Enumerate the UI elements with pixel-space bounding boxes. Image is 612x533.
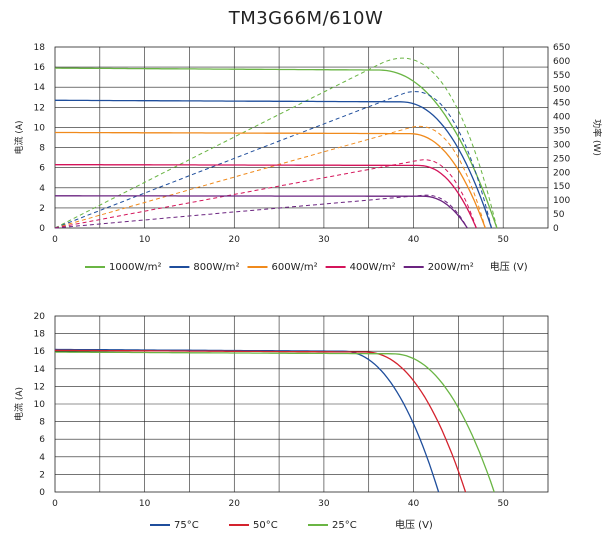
x-tick-label: 50 [497,499,509,509]
iv-curve-line [55,351,495,493]
pv-curve-line [54,194,468,229]
x-tick-label: 30 [318,499,330,509]
iv-curve-line [55,164,477,229]
y-tick-label: 4 [39,453,45,463]
y-tick-label: 16 [34,347,46,357]
x-tick-label: 10 [139,235,151,245]
y-tick-label: 18 [34,330,46,340]
iv-curve-line [55,67,498,229]
y2-tick-label: 150 [553,182,570,192]
y-tick-label: 12 [34,103,45,113]
x-tick-label: 0 [52,499,58,509]
pv-curve-line [54,125,486,229]
y2-tick-label: 550 [553,71,570,81]
iv-curve-line [55,131,486,229]
y-tick-label: 0 [39,224,45,234]
x-tick-label: 30 [318,235,330,245]
y-tick-label: 16 [34,63,46,73]
pv-curve-line [54,57,498,229]
legend-label: 600W/m² [272,262,318,273]
y-tick-label: 14 [34,365,46,375]
legend-label: 75°C [174,520,199,531]
y-tick-label: 0 [39,488,45,498]
iv-curve-line [54,348,440,493]
x-tick-label: 40 [408,499,420,509]
x-tick-label: 20 [229,235,241,245]
x-tick-label: 10 [139,499,151,509]
x-tick-label: 20 [229,499,241,509]
y-tick-label: 10 [34,123,46,133]
y2-tick-label: 100 [553,196,570,206]
y-tick-label: 8 [39,144,45,154]
legend-label: 25°C [332,520,357,531]
iv-curve-line [55,349,467,493]
y2-tick-label: 400 [553,113,570,123]
y2-tick-label: 50 [553,210,565,220]
legend-label: 800W/m² [193,262,239,273]
plot-frame [54,46,549,229]
x-tick-label: 0 [52,235,58,245]
x-axis-label: 电压 (V) [395,518,433,531]
y2-axis-label: 功率 (W) [591,119,603,156]
y-tick-label: 18 [34,43,46,53]
x-tick-label: 50 [497,235,509,245]
legend-label: 400W/m² [350,262,396,273]
y2-tick-label: 300 [553,140,570,150]
y2-tick-label: 200 [553,168,570,178]
legend-label: 50°C [253,520,278,531]
y2-tick-label: 350 [553,127,570,137]
y-tick-label: 6 [39,164,45,174]
y-tick-label: 20 [34,312,46,322]
y2-tick-label: 450 [553,99,570,109]
legend-label: 1000W/m² [109,262,161,273]
y2-tick-label: 0 [553,224,559,234]
chart-title: TM3G66M/610W [228,8,384,29]
y-tick-label: 2 [39,204,45,214]
x-tick-label: 40 [408,235,420,245]
y2-tick-label: 500 [553,85,570,95]
pv-curve-line [54,91,492,229]
pv-curve-line [54,159,477,229]
x-axis-label: 电压 (V) [490,260,528,273]
y2-tick-label: 600 [553,57,570,67]
legend-label: 200W/m² [428,262,474,273]
iv-curve-line [55,195,468,229]
y-axis-label: 电流 (A) [13,387,25,421]
y-axis-label: 电流 (A) [13,120,25,154]
y2-tick-label: 650 [553,43,570,53]
iv-curve-line [55,99,493,229]
y-tick-label: 4 [39,184,45,194]
y-tick-label: 2 [39,470,45,480]
y-tick-label: 10 [34,400,46,410]
y-tick-label: 12 [34,382,45,392]
y-tick-label: 6 [39,435,45,445]
y-tick-label: 8 [39,418,45,428]
y-tick-label: 14 [34,83,46,93]
y2-tick-label: 250 [553,154,570,164]
